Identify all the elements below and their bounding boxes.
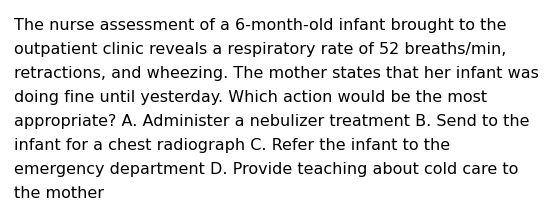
Text: emergency department D. Provide teaching about cold care to: emergency department D. Provide teaching…: [14, 162, 518, 177]
Text: The nurse assessment of a 6-month-old infant brought to the: The nurse assessment of a 6-month-old in…: [14, 18, 507, 33]
Text: outpatient clinic reveals a respiratory rate of 52 breaths/min,: outpatient clinic reveals a respiratory …: [14, 42, 506, 57]
Text: appropriate? A. Administer a nebulizer treatment B. Send to the: appropriate? A. Administer a nebulizer t…: [14, 114, 530, 129]
Text: the mother: the mother: [14, 186, 104, 201]
Text: infant for a chest radiograph C. Refer the infant to the: infant for a chest radiograph C. Refer t…: [14, 138, 450, 153]
Text: retractions, and wheezing. The mother states that her infant was: retractions, and wheezing. The mother st…: [14, 66, 539, 81]
Text: doing fine until yesterday. Which action would be the most: doing fine until yesterday. Which action…: [14, 90, 487, 105]
